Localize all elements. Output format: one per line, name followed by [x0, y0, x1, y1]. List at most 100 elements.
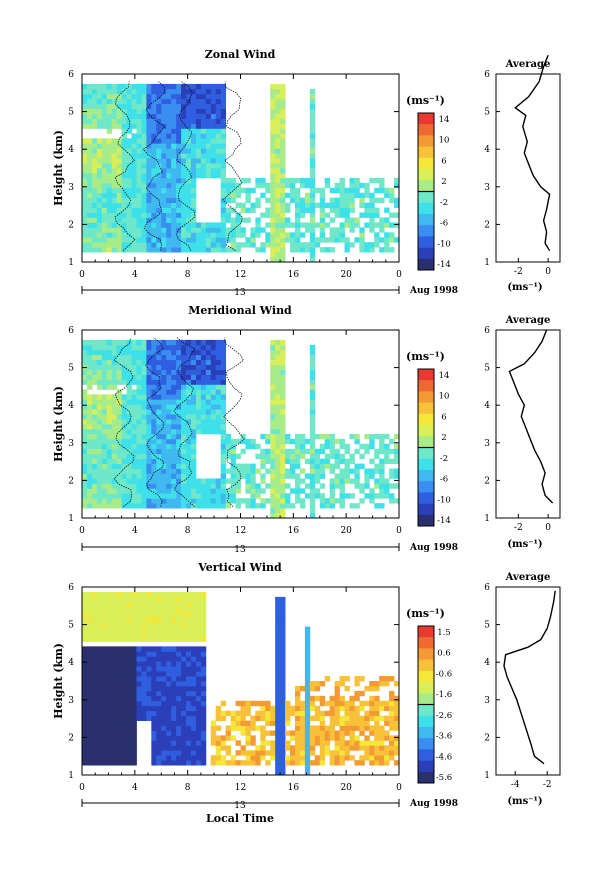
- heatmap-cell: [126, 108, 132, 114]
- heatmap-cell: [181, 419, 187, 425]
- heatmap-cell: [96, 419, 103, 425]
- heatmap-cell: [121, 113, 127, 119]
- heatmap-cell: [205, 163, 212, 169]
- heatmap-cell: [86, 339, 93, 346]
- heatmap-cell: [151, 681, 157, 687]
- heatmap-cell: [151, 182, 157, 189]
- heatmap-cell: [186, 591, 192, 598]
- heatmap-cell: [156, 247, 162, 253]
- heatmap-cell: [156, 626, 162, 632]
- heatmap-cell: [101, 237, 108, 243]
- heatmap-cell: [111, 755, 118, 761]
- heatmap-cell: [82, 725, 88, 731]
- heatmap-cell: [275, 252, 281, 258]
- heatmap-cell: [195, 98, 202, 105]
- heatmap-cell: [131, 596, 137, 603]
- heatmap-cell: [200, 498, 207, 504]
- heatmap-cell: [166, 636, 172, 642]
- heatmap-cell: [280, 611, 286, 618]
- heatmap-cell: [394, 473, 400, 479]
- heatmap-cell: [364, 187, 370, 194]
- heatmap-cell: [171, 88, 177, 95]
- heatmap-cell: [166, 443, 172, 450]
- heatmap-cell: [156, 760, 162, 766]
- heatmap-cell: [329, 453, 336, 460]
- heatmap-cell: [200, 428, 207, 435]
- heatmap-cell: [156, 705, 162, 712]
- heatmap-cell: [91, 666, 98, 672]
- heatmap-cell: [146, 222, 152, 228]
- heatmap-cell: [285, 715, 291, 721]
- heatmap-cell: [190, 409, 197, 415]
- heatmap-cell: [270, 88, 276, 95]
- heatmap-cell: [190, 339, 197, 346]
- heatmap-cell: [146, 448, 152, 455]
- heatmap-cell: [200, 172, 207, 179]
- heatmap-cell: [121, 453, 127, 460]
- heatmap-cell: [215, 227, 222, 233]
- heatmap-cell: [156, 93, 162, 100]
- heatmap-cell: [215, 133, 222, 139]
- heatmap-cell: [245, 700, 251, 707]
- heatmap-cell: [275, 725, 281, 731]
- heatmap-cell: [394, 498, 400, 504]
- heatmap-cell: [190, 681, 197, 687]
- heatmap-cell: [181, 636, 187, 642]
- heatmap-cell: [146, 98, 152, 105]
- heatmap-cell: [344, 705, 350, 712]
- heatmap-cell: [106, 661, 113, 667]
- heatmap-cell: [166, 745, 172, 751]
- heatmap-cell: [195, 596, 202, 603]
- heatmap-cell: [111, 498, 118, 504]
- heatmap-cell: [280, 118, 286, 124]
- heatmap-cell: [121, 232, 127, 238]
- heatmap-cell: [270, 207, 276, 213]
- heatmap-cell: [111, 468, 118, 474]
- heatmap-cell: [86, 611, 93, 618]
- heatmap-cell: [166, 438, 172, 445]
- heatmap-cell: [176, 463, 182, 469]
- x-tick-label: 20: [340, 270, 352, 280]
- heatmap-cell: [240, 207, 246, 213]
- heatmap-cell: [374, 745, 380, 751]
- heatmap-cell: [176, 666, 182, 672]
- heatmap-cell: [82, 98, 88, 105]
- heatmap-cell: [151, 656, 157, 662]
- heatmap-cell: [151, 478, 157, 484]
- heatmap-cell: [161, 222, 167, 228]
- heatmap-cell: [131, 404, 137, 410]
- heatmap-cell: [389, 690, 395, 697]
- heatmap-cell: [96, 399, 103, 405]
- heatmap-cell: [309, 760, 316, 766]
- heatmap-cell: [181, 177, 187, 184]
- heatmap-cell: [82, 217, 88, 223]
- heatmap-cell: [166, 720, 172, 726]
- heatmap-cell: [116, 705, 123, 712]
- heatmap-cell: [334, 453, 340, 460]
- heatmap-cell: [96, 473, 103, 479]
- heatmap-cell: [270, 730, 276, 736]
- heatmap-cell: [106, 591, 113, 598]
- heatmap-cell: [344, 207, 350, 213]
- heatmap-cell: [121, 710, 127, 717]
- heatmap-cell: [220, 227, 227, 233]
- heatmap-cell: [181, 735, 187, 741]
- heatmap-cell: [190, 237, 197, 243]
- heatmap-cell: [329, 498, 336, 504]
- heatmap-cell: [101, 394, 108, 400]
- heatmap-cell: [101, 596, 108, 603]
- heatmap-cell: [106, 108, 113, 114]
- heatmap-cell: [394, 237, 400, 243]
- heatmap-cell: [141, 98, 147, 105]
- heatmap-cell: [82, 148, 88, 154]
- heatmap-cell: [166, 448, 172, 455]
- heatmap-cell: [299, 760, 306, 766]
- heatmap-cell: [270, 192, 276, 199]
- heatmap-cell: [106, 409, 113, 415]
- heatmap-cell: [111, 651, 118, 657]
- heatmap-cell: [190, 666, 197, 672]
- heatmap-cell: [166, 202, 172, 208]
- heatmap-cell: [270, 409, 276, 415]
- heatmap-cell: [86, 473, 93, 479]
